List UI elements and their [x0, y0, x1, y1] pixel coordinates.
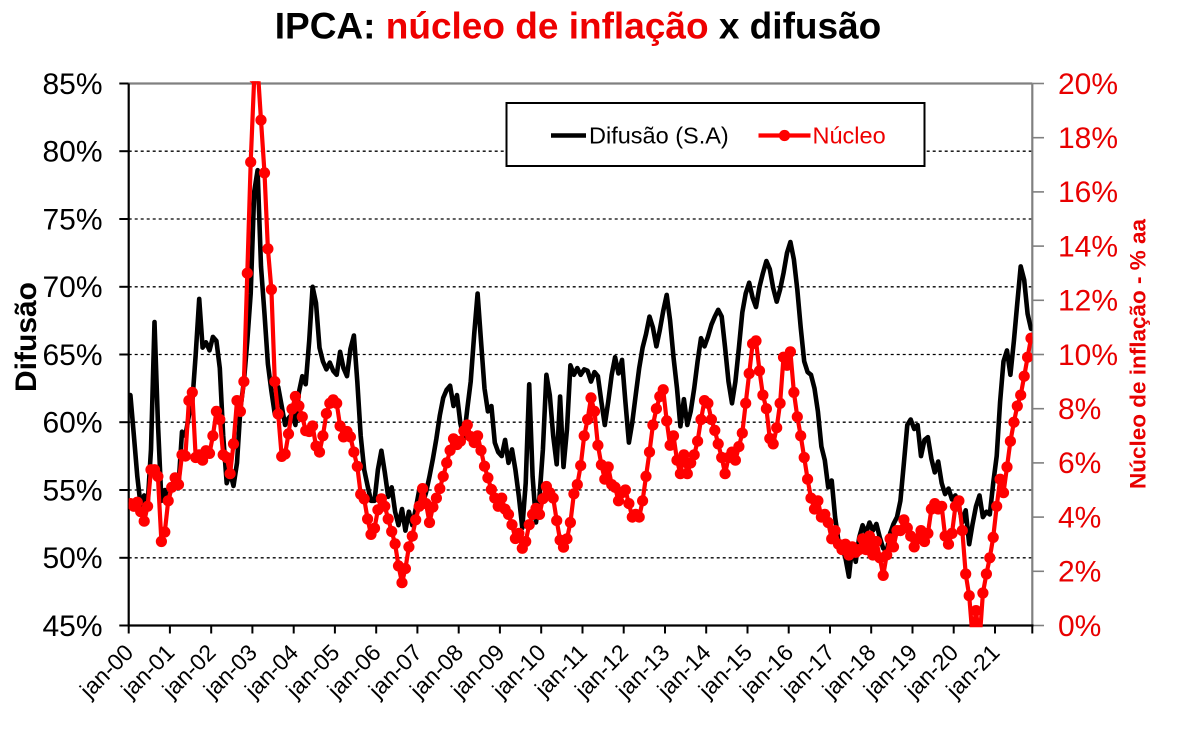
svg-text:16%: 16%: [1058, 176, 1118, 209]
svg-text:Núcleo: Núcleo: [813, 123, 886, 149]
svg-text:85%: 85%: [42, 68, 102, 101]
svg-text:55%: 55%: [42, 474, 102, 507]
svg-text:0%: 0%: [1058, 610, 1101, 643]
svg-text:6%: 6%: [1058, 447, 1101, 480]
svg-text:20%: 20%: [1058, 68, 1118, 101]
svg-text:50%: 50%: [42, 542, 102, 575]
svg-text:Difusão: Difusão: [10, 282, 43, 392]
svg-text:12%: 12%: [1058, 285, 1118, 318]
svg-text:8%: 8%: [1058, 393, 1101, 426]
svg-text:IPCA: núcleo de inflação x dif: IPCA: núcleo de inflação x difusão: [275, 6, 882, 47]
svg-text:Difusão (S.A): Difusão (S.A): [589, 123, 729, 149]
svg-text:18%: 18%: [1058, 122, 1118, 155]
svg-text:14%: 14%: [1058, 230, 1118, 263]
svg-text:4%: 4%: [1058, 501, 1101, 534]
svg-text:70%: 70%: [42, 271, 102, 304]
svg-text:Núcleo de inflação - % aa: Núcleo de inflação - % aa: [1126, 218, 1151, 489]
svg-text:75%: 75%: [42, 203, 102, 236]
svg-text:60%: 60%: [42, 407, 102, 440]
svg-text:45%: 45%: [42, 610, 102, 643]
svg-text:2%: 2%: [1058, 556, 1101, 589]
svg-text:10%: 10%: [1058, 339, 1118, 372]
svg-text:65%: 65%: [42, 339, 102, 372]
svg-text:80%: 80%: [42, 136, 102, 169]
